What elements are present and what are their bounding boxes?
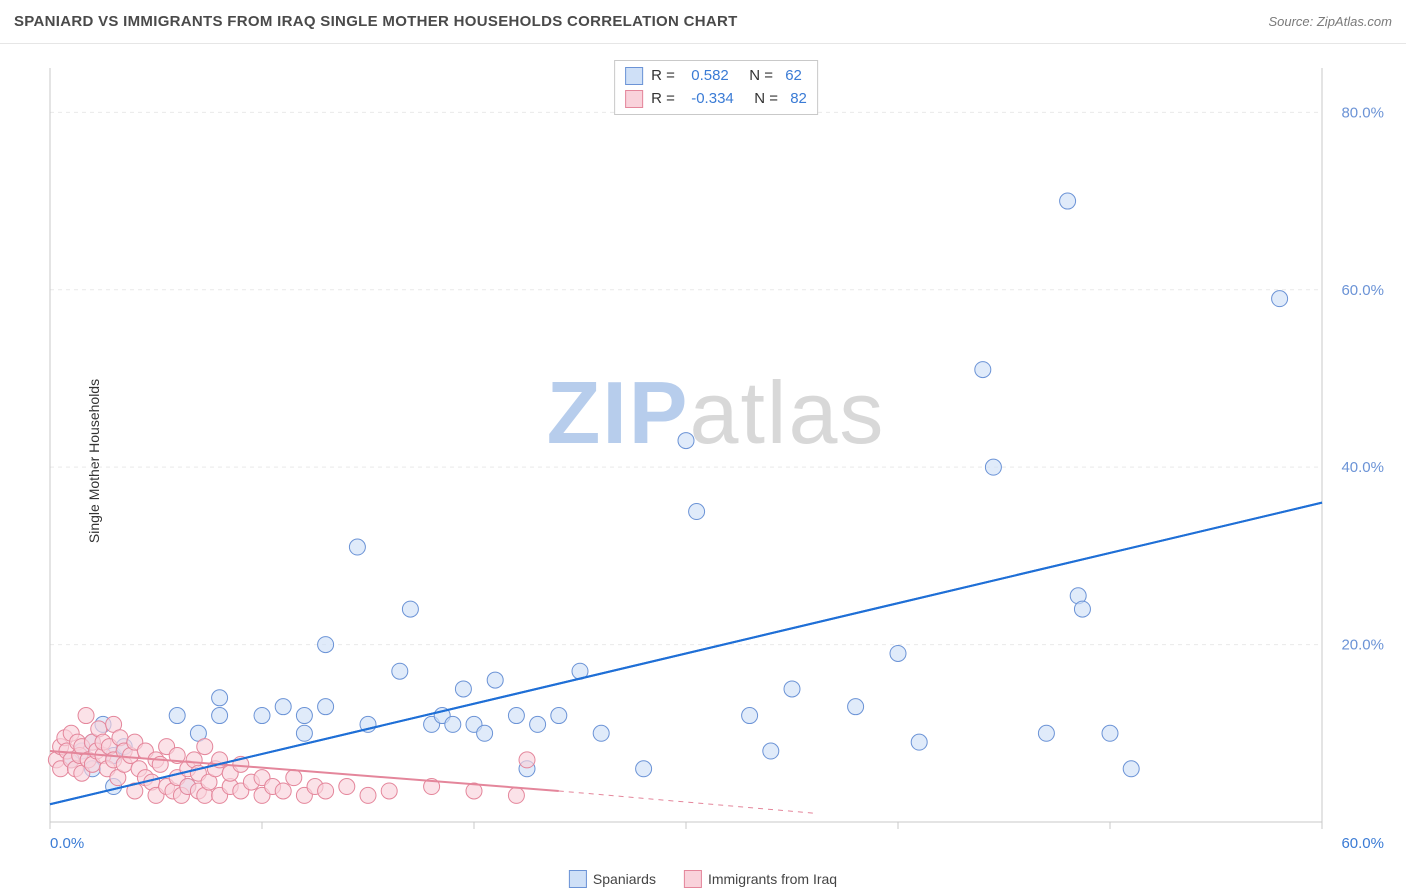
data-point-spaniards	[530, 716, 546, 732]
data-point-iraq	[519, 752, 535, 768]
data-point-spaniards	[1060, 193, 1076, 209]
stat-r-value: -0.334	[687, 88, 734, 111]
scatter-plot: 20.0% 40.0% 60.0% 80.0% 0.0% 60.0%	[40, 60, 1392, 862]
data-point-spaniards	[296, 708, 312, 724]
data-point-spaniards	[784, 681, 800, 697]
data-point-spaniards	[1038, 725, 1054, 741]
correlation-stats-box: R = 0.582 N = 62R = -0.334 N = 82	[614, 60, 818, 115]
data-point-spaniards	[318, 699, 334, 715]
data-point-spaniards	[392, 663, 408, 679]
legend-bottom: Spaniards Immigrants from Iraq	[569, 870, 837, 888]
data-point-spaniards	[508, 708, 524, 724]
data-point-spaniards	[212, 690, 228, 706]
data-point-spaniards	[678, 433, 694, 449]
data-point-spaniards	[318, 637, 334, 653]
data-point-spaniards	[254, 708, 270, 724]
data-point-iraq	[286, 770, 302, 786]
y-tick-label: 60.0%	[1341, 282, 1384, 299]
legend-item-spaniards: Spaniards	[569, 870, 656, 888]
trend-line-spaniards-full	[50, 503, 1322, 805]
data-point-spaniards	[985, 459, 1001, 475]
legend-item-iraq: Immigrants from Iraq	[684, 870, 837, 888]
data-point-spaniards	[1272, 291, 1288, 307]
data-point-spaniards	[742, 708, 758, 724]
data-point-iraq	[275, 783, 291, 799]
stats-row-iraq: R = -0.334 N = 82	[625, 88, 807, 111]
data-point-iraq	[197, 739, 213, 755]
swatch-spaniards	[625, 67, 643, 85]
data-point-spaniards	[1123, 761, 1139, 777]
stat-n-value: 82	[790, 88, 807, 111]
data-point-spaniards	[975, 362, 991, 378]
x-label-max: 60.0%	[1341, 835, 1384, 852]
data-point-spaniards	[689, 504, 705, 520]
y-tick-label: 20.0%	[1341, 637, 1384, 654]
data-point-iraq	[318, 783, 334, 799]
data-point-iraq	[78, 708, 94, 724]
legend-label: Spaniards	[593, 871, 656, 887]
legend-swatch-spaniards	[569, 870, 587, 888]
data-point-spaniards	[593, 725, 609, 741]
stat-n-label: N =	[737, 65, 777, 88]
data-point-spaniards	[445, 716, 461, 732]
chart-title: SPANIARD VS IMMIGRANTS FROM IRAQ SINGLE …	[14, 13, 738, 30]
data-point-spaniards	[551, 708, 567, 724]
data-point-spaniards	[890, 645, 906, 661]
x-label-min: 0.0%	[50, 835, 84, 852]
data-point-spaniards	[212, 708, 228, 724]
legend-swatch-iraq	[684, 870, 702, 888]
data-point-spaniards	[1074, 601, 1090, 617]
source-label: Source:	[1268, 14, 1316, 29]
stat-n-value: 62	[785, 65, 802, 88]
data-point-spaniards	[487, 672, 503, 688]
data-point-spaniards	[349, 539, 365, 555]
y-tick-label: 40.0%	[1341, 459, 1384, 476]
legend-label: Immigrants from Iraq	[708, 871, 837, 887]
data-point-spaniards	[636, 761, 652, 777]
data-point-iraq	[339, 779, 355, 795]
chart-header: SPANIARD VS IMMIGRANTS FROM IRAQ SINGLE …	[0, 0, 1406, 44]
y-tick-label: 80.0%	[1341, 104, 1384, 121]
stats-row-spaniards: R = 0.582 N = 62	[625, 65, 807, 88]
data-point-spaniards	[911, 734, 927, 750]
source-value: ZipAtlas.com	[1317, 14, 1392, 29]
data-point-spaniards	[848, 699, 864, 715]
data-point-spaniards	[275, 699, 291, 715]
data-point-spaniards	[763, 743, 779, 759]
data-point-spaniards	[1102, 725, 1118, 741]
data-point-spaniards	[455, 681, 471, 697]
data-point-iraq	[508, 787, 524, 803]
stat-r-label: R =	[651, 65, 679, 88]
stat-r-value: 0.582	[687, 65, 729, 88]
data-point-spaniards	[477, 725, 493, 741]
data-point-iraq	[360, 787, 376, 803]
data-point-spaniards	[296, 725, 312, 741]
trend-line-dash-iraq	[559, 791, 813, 813]
swatch-iraq	[625, 90, 643, 108]
data-point-iraq	[381, 783, 397, 799]
chart-source: Source: ZipAtlas.com	[1268, 14, 1392, 29]
data-point-spaniards	[169, 708, 185, 724]
plot-area: Single Mother Households ZIPatlas 20.0%4…	[40, 60, 1392, 862]
stat-n-label: N =	[742, 88, 782, 111]
stat-r-label: R =	[651, 88, 679, 111]
data-point-spaniards	[402, 601, 418, 617]
